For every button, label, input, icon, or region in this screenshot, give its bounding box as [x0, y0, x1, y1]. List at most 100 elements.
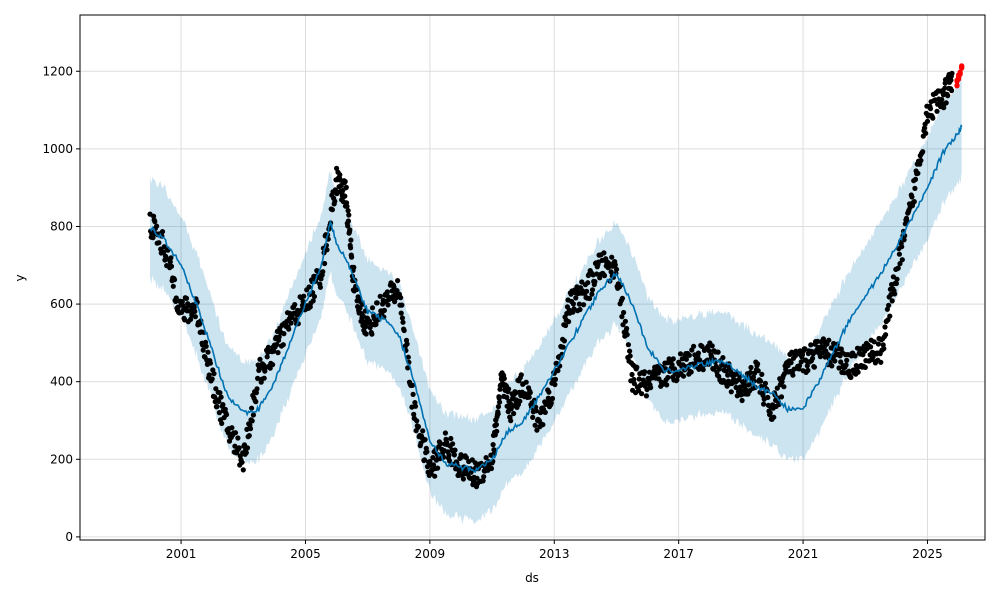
observed-point	[621, 309, 627, 316]
observed-point	[510, 410, 517, 417]
observed-point	[400, 319, 406, 325]
x-tick-label: 2009	[415, 547, 446, 561]
observed-point	[404, 341, 410, 347]
observed-point	[836, 365, 842, 371]
observed-point	[345, 223, 351, 229]
observed-point	[351, 264, 357, 270]
observed-point	[274, 341, 280, 348]
observed-point	[229, 425, 235, 431]
observed-point	[332, 198, 338, 204]
observed-point	[548, 400, 554, 406]
uncertainty-band	[149, 73, 962, 525]
observed-point	[281, 331, 287, 337]
observed-point	[945, 93, 951, 99]
observed-point	[563, 322, 569, 329]
observed-point	[739, 397, 745, 404]
y-tick-label: 1000	[42, 142, 73, 156]
observed-point	[542, 409, 548, 415]
observed-point	[175, 304, 181, 310]
observed-point	[392, 299, 398, 305]
observed-point	[501, 375, 507, 382]
observed-point	[948, 77, 954, 83]
observed-point	[601, 273, 608, 279]
x-tick-label: 2025	[912, 547, 943, 561]
observed-point	[665, 374, 671, 381]
observed-point	[799, 352, 806, 358]
observed-point	[627, 353, 633, 359]
observed-point	[802, 346, 808, 352]
observed-point	[240, 467, 246, 473]
observed-point	[150, 235, 156, 241]
observed-point	[310, 298, 316, 304]
observed-point	[398, 310, 404, 316]
observed-point	[709, 354, 715, 360]
observed-point	[715, 349, 721, 355]
observed-point	[156, 240, 162, 246]
observed-point	[884, 306, 891, 312]
observed-point	[446, 452, 452, 458]
observed-point	[391, 284, 397, 290]
observed-point	[918, 157, 924, 164]
observed-point	[218, 394, 224, 400]
observed-point	[207, 360, 213, 366]
observed-point	[247, 426, 254, 432]
observed-point	[451, 452, 457, 458]
observed-point	[540, 422, 546, 428]
x-tick-label: 2005	[290, 547, 321, 561]
observed-point	[216, 398, 222, 404]
observed-point	[463, 455, 469, 461]
observed-point	[395, 278, 401, 284]
y-tick-label: 200	[50, 452, 73, 466]
observed-point	[211, 371, 217, 377]
observed-point	[686, 352, 693, 358]
observed-point	[552, 381, 558, 388]
observed-point	[765, 394, 771, 400]
observed-point	[899, 257, 905, 263]
observed-point	[589, 287, 596, 293]
observed-point	[320, 269, 326, 275]
observed-point	[354, 286, 360, 293]
observed-point	[747, 369, 754, 376]
observed-point	[322, 260, 328, 267]
observed-point	[179, 299, 185, 305]
observed-point	[236, 445, 242, 451]
observed-point	[344, 203, 350, 209]
observed-point	[613, 266, 620, 272]
observed-point	[774, 385, 780, 391]
observed-point	[253, 399, 259, 405]
observed-point	[257, 356, 263, 362]
observed-point	[930, 115, 936, 121]
observed-point	[347, 227, 353, 233]
observed-point	[223, 412, 230, 418]
observed-point	[811, 364, 818, 370]
observed-point	[592, 279, 598, 285]
observed-point	[691, 343, 697, 349]
observed-point	[927, 106, 934, 112]
observed-point	[622, 318, 629, 324]
observed-point	[697, 357, 703, 363]
observed-point	[414, 418, 420, 424]
observed-point	[761, 401, 767, 407]
observed-point	[530, 414, 536, 420]
observed-point	[631, 381, 638, 387]
observed-point	[348, 245, 354, 251]
observed-point	[235, 435, 241, 441]
observed-point	[912, 176, 919, 182]
observed-point	[609, 254, 615, 260]
y-axis-label: y	[13, 274, 27, 281]
observed-point	[781, 384, 787, 390]
observed-point	[533, 408, 539, 414]
observed-point	[612, 262, 618, 268]
observed-point	[168, 263, 175, 269]
observed-point	[173, 295, 179, 301]
observed-point	[915, 170, 921, 176]
observed-point	[167, 259, 173, 265]
observed-point	[577, 306, 583, 313]
observed-point	[896, 251, 903, 257]
observed-point	[474, 475, 480, 481]
observed-point	[369, 331, 375, 337]
observed-point	[495, 411, 501, 417]
observed-point	[720, 355, 726, 361]
observed-point	[883, 332, 889, 338]
